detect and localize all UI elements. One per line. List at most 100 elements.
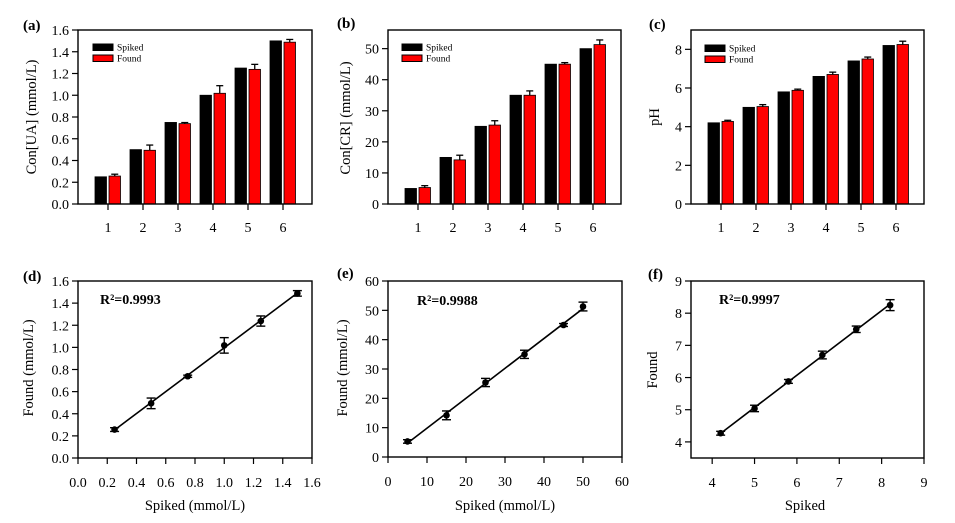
bar-spiked (777, 91, 790, 205)
y-tick-label: 10 (365, 167, 379, 182)
y-tick-label: 0.8 (52, 364, 70, 379)
plot-frame (690, 280, 925, 459)
x-tick-label: 1 (718, 221, 725, 236)
bar-found (756, 106, 769, 205)
y-tick-label: 4 (675, 121, 682, 136)
x-tick-label: 6 (893, 221, 900, 236)
bar-found (826, 74, 839, 205)
plot-frame (387, 29, 622, 205)
legend-swatch-spiked (92, 43, 114, 51)
panel-a: (a) Con[UA] (mmol/L) 0.0 0.2 0.4 0.6 0.8 1.0 1.2… (23, 18, 313, 236)
x-axis: 0 10 20 30 40 50 60 (385, 457, 629, 490)
data-point (579, 303, 587, 310)
bar-spiked (882, 45, 895, 205)
bars (404, 39, 606, 205)
x-tick-label: 4 (823, 221, 830, 236)
bar-found (861, 58, 874, 205)
y-tick-label: 1.4 (52, 46, 70, 61)
bar-found (523, 94, 536, 205)
y-tick-label: 7 (675, 339, 682, 354)
x-tick-label: 2 (140, 221, 147, 236)
x-tick-label: 4 (520, 221, 527, 236)
x-tick-label: 0.8 (186, 476, 204, 491)
x-tick-label: 0.4 (128, 476, 146, 491)
x-axis: 4 5 6 7 8 9 (709, 458, 928, 491)
x-tick-label: 4 (709, 476, 716, 491)
x-tick-label: 4 (210, 221, 217, 236)
x-tick-label: 6 (793, 476, 800, 491)
y-tick-label: 1.6 (52, 275, 70, 290)
y-tick-label: 10 (365, 422, 379, 437)
panel-f: (f) Found 4 5 6 7 8 9 4 5 6 7 8 9 Spiked R²=0.9997 (645, 267, 928, 514)
y-tick-label: 6 (675, 372, 682, 387)
x-tick-label: 0.0 (69, 476, 87, 491)
x-tick-label: 3 (485, 221, 492, 236)
data-point (404, 438, 411, 445)
y-tick-label: 0 (372, 451, 379, 466)
y-tick-label: 9 (675, 275, 682, 290)
y-tick-label: 1.6 (52, 24, 70, 39)
r-squared-annotation: R²=0.9988 (417, 294, 478, 309)
data-points (716, 298, 895, 437)
data-point (184, 372, 191, 380)
bar-found (896, 44, 909, 205)
x-tick-label: 5 (858, 221, 865, 236)
y-tick-label: 6 (675, 82, 682, 97)
data-point (751, 405, 758, 412)
x-tick-label: 1.0 (216, 476, 234, 491)
panel-label: (f) (648, 267, 663, 283)
panel-label: (a) (23, 18, 41, 34)
panel-label: (b) (337, 16, 355, 32)
y-tick-label: 0.0 (52, 198, 70, 213)
x-tick-label: 50 (576, 475, 590, 490)
bar-spiked (234, 67, 247, 205)
legend-label: Found (117, 55, 142, 65)
y-tick-label: 20 (365, 392, 379, 407)
y-tick-label: 0 (675, 198, 682, 213)
x-tick-label: 6 (280, 221, 287, 236)
data-point (482, 379, 489, 386)
panel-label: (d) (23, 269, 41, 285)
data-point (521, 351, 528, 358)
data-point (443, 412, 450, 419)
x-axis-title: Spiked (mmol/L) (145, 498, 245, 514)
x-axis-title: Spiked (mmol/L) (455, 498, 555, 514)
bar-spiked (707, 122, 720, 205)
bar-spiked (129, 149, 142, 205)
bar-found (558, 63, 571, 205)
x-tick-label: 1 (415, 221, 422, 236)
r-squared-annotation: R²=0.9993 (100, 293, 161, 308)
y-tick-label: 1.0 (52, 89, 70, 104)
y-tick-label: 20 (365, 136, 379, 151)
bar-found (248, 68, 261, 205)
bar-spiked (579, 48, 592, 205)
y-tick-label: 8 (675, 43, 682, 58)
legend-swatch-found (92, 54, 114, 62)
x-tick-label: 40 (537, 475, 551, 490)
x-tick-label: 0.2 (99, 476, 117, 491)
fit-line (407, 307, 584, 444)
y-tick-label: 40 (365, 74, 379, 89)
x-tick-label: 8 (878, 476, 885, 491)
panel-b: (b) Con[CR] (mmol/L) 0 10 20 30 40 50 1 2 3 4 5 6 Spik… (337, 16, 622, 236)
bar-spiked (404, 188, 417, 205)
bar-found (593, 44, 606, 205)
r-squared-annotation: R²=0.9997 (719, 293, 780, 308)
x-tick-label: 1.4 (274, 476, 292, 491)
y-tick-label: 0.4 (52, 408, 70, 423)
plot-frame (77, 29, 313, 205)
y-tick-label: 8 (675, 307, 682, 322)
bars (707, 40, 909, 205)
legend-swatch-found (704, 55, 726, 63)
bar-found (453, 159, 466, 205)
y-tick-label: 0.0 (52, 452, 70, 467)
bar-found (418, 187, 431, 205)
data-point (560, 321, 567, 329)
x-axis: 1 2 3 4 5 6 (105, 204, 287, 236)
x-tick-label: 5 (555, 221, 562, 236)
data-points (110, 289, 302, 433)
bar-spiked (269, 40, 282, 205)
y-tick-label: 1.2 (52, 319, 70, 334)
x-tick-label: 5 (245, 221, 252, 236)
